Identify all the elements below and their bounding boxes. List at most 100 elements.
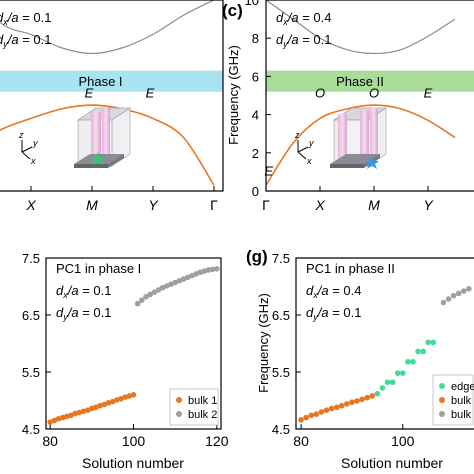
panel-b-x-tick-label-0: X (25, 197, 36, 213)
panel-f-series-1-point-0 (134, 300, 141, 307)
panel-g-y-tick-label-1: 5.5 (272, 365, 290, 380)
panel-f-series-1-point-17 (205, 267, 212, 273)
panel-f-y-tick-label-0: 4.5 (22, 422, 40, 437)
panel-f-y-tick-label-3: 7.5 (22, 251, 40, 266)
panel-f-series-1-point-3 (147, 291, 153, 298)
panel-g-series-0-point-2 (384, 379, 391, 386)
panel-c-ylabel: Frequency (GHz) (226, 45, 241, 145)
panel-g-series-2-point-4 (461, 288, 467, 294)
panel-g-series-1-point-3 (313, 411, 320, 417)
panel-g-series-0-point-6 (405, 358, 411, 365)
panel-f-series-1-point-4 (151, 289, 158, 296)
panel-f-title: PC1 in phase I (56, 261, 141, 276)
panel-b-x-tick-label-2: Y (148, 197, 159, 213)
panel-c-mode-label-3: E (424, 85, 433, 100)
panel-g-legend-label-0: edge (451, 381, 474, 393)
panel-c-inset (330, 107, 388, 169)
svg-text:y: y (308, 138, 314, 148)
panel-c-lower-band-line (265, 104, 456, 186)
panel-c-param-dy-text: dy/a = 0.1 (276, 32, 331, 49)
panel-g-series-0-point-4 (394, 370, 401, 376)
panel-g-series-1-point-2 (308, 412, 315, 419)
panel-g-series-1-point-13 (364, 394, 371, 401)
panel-f-legend-marker-0 (176, 397, 182, 403)
panel-c-param-dx-text: dx/a = 0.4 (276, 10, 331, 27)
panel-g-series-1-point-14 (369, 393, 376, 399)
panel-g-series-0-point-7 (410, 358, 416, 365)
panel-f-series-1-point-2 (143, 293, 149, 300)
svg-text:z: z (18, 130, 24, 140)
panel-c-x-tick-label-3: Y (423, 197, 434, 213)
panel-g-series-1-point-12 (359, 396, 365, 403)
panel-c-y-tick-label-0: 0 (252, 184, 259, 199)
panel-g-x-tick-label-0: 80 (293, 433, 309, 449)
panel-g-series-2-point-0 (440, 299, 447, 306)
panel-g-series-1-point-11 (354, 398, 360, 404)
panel-g: (g) Frequency (GHz) 4.5 5.5 6.5 7.5 80 100 S… (246, 247, 474, 471)
panel-g-series-2-point-2 (450, 292, 457, 299)
panel-c-axes (265, 0, 474, 192)
panel-c-label: (c) (222, 1, 243, 20)
panel-f-param-dx-text: dx/a = 0.1 (56, 283, 111, 300)
panel-f-series-0-point-20 (130, 392, 137, 398)
panel-g-param-dx-text: dx/a = 0.4 (306, 283, 361, 300)
svg-text:x: x (306, 156, 312, 166)
panel-c-y-tick-label-5: 10 (245, 0, 259, 8)
panel-c-axis-triad-icon: z y x (294, 130, 314, 166)
panel-g-xlabel: Solution number (341, 455, 443, 471)
panel-c-mode-star-icon (365, 156, 379, 169)
panel-g-series-0-point-10 (425, 339, 432, 346)
panel-g-series-1-point-9 (344, 401, 350, 407)
panel-f-legend: bulk 1 bulk 2 (169, 388, 219, 426)
panel-f-y-tick-label-2: 6.5 (22, 308, 40, 323)
panel-g-series-1-point-8 (338, 402, 345, 409)
panel-g-series-1-point-0 (298, 417, 304, 423)
panel-b-bandgap-label: Phase I (78, 74, 122, 89)
panel-g-axes (295, 257, 474, 430)
panel-c-mode-label-1: O (315, 85, 325, 100)
panel-c-mode-label-2: O (369, 85, 379, 100)
panel-f-xlabel: Solution number (82, 455, 184, 471)
panel-g-series-0-point-3 (389, 379, 396, 386)
panel-f-axes (45, 257, 222, 430)
panel-g-series-0-point-11 (430, 339, 437, 346)
panel-g-y-tick-label-3: 7.5 (272, 251, 290, 266)
panel-g-legend-marker-1 (439, 397, 445, 403)
panel-g-legend: edge bulk bulk (432, 374, 474, 426)
panel-g-legend-marker-2 (439, 411, 445, 417)
panel-f-x-tick-label-1: 100 (122, 433, 146, 449)
panel-f-series-1-point-1 (139, 297, 145, 303)
panel-c-bandgap-label: Phase II (336, 74, 384, 89)
panel-f-legend-marker-1 (176, 411, 182, 417)
panel-b-bandgap (0, 70, 223, 92)
panel-g-series-2-point-1 (445, 296, 452, 302)
svg-text:x: x (30, 156, 36, 166)
panel-g-ylabel: Frequency (GHz) (256, 293, 271, 393)
panel-g-y-tick-label-0: 4.5 (272, 422, 290, 437)
panel-c-y-tick-label-4: 8 (252, 31, 259, 46)
panel-g-series-2-point-5 (466, 285, 472, 292)
panel-g-series-0-point-5 (400, 370, 406, 376)
panel-c-x-tick-label-0: Γ (262, 197, 270, 213)
panel-f: 4.5 5.5 6.5 7.5 80 100 120 Solution number PC… (22, 251, 229, 471)
svg-text:z: z (294, 130, 300, 140)
panel-f-legend-box (169, 388, 219, 426)
panel-g-series-0-point-9 (420, 348, 426, 355)
panel-g-legend-marker-0 (439, 383, 445, 389)
panel-f-series-1-point-19 (214, 266, 220, 272)
panel-g-series-0-point-8 (415, 348, 421, 355)
panel-g-series-0-point-1 (379, 385, 386, 391)
panel-b-upper-band-line (0, 0, 215, 55)
panel-g-param-dy-text: dy/a = 0.1 (306, 305, 361, 322)
panel-c-x-tick-label-2: M (368, 197, 380, 213)
panel-g-series-1-point-1 (303, 414, 309, 421)
panel-f-y-tick-label-1: 5.5 (22, 365, 40, 380)
panel-f-legend-label-0: bulk 1 (188, 395, 217, 407)
panel-g-legend-label-2: bulk (451, 409, 472, 421)
panel-f-series-1-point-5 (155, 287, 162, 293)
panel-g-series-1-point-5 (323, 407, 330, 413)
panel-g-legend-label-1: bulk (451, 395, 472, 407)
panel-g-label: (g) (246, 247, 268, 266)
panel-b-lower-band-line (0, 104, 215, 186)
